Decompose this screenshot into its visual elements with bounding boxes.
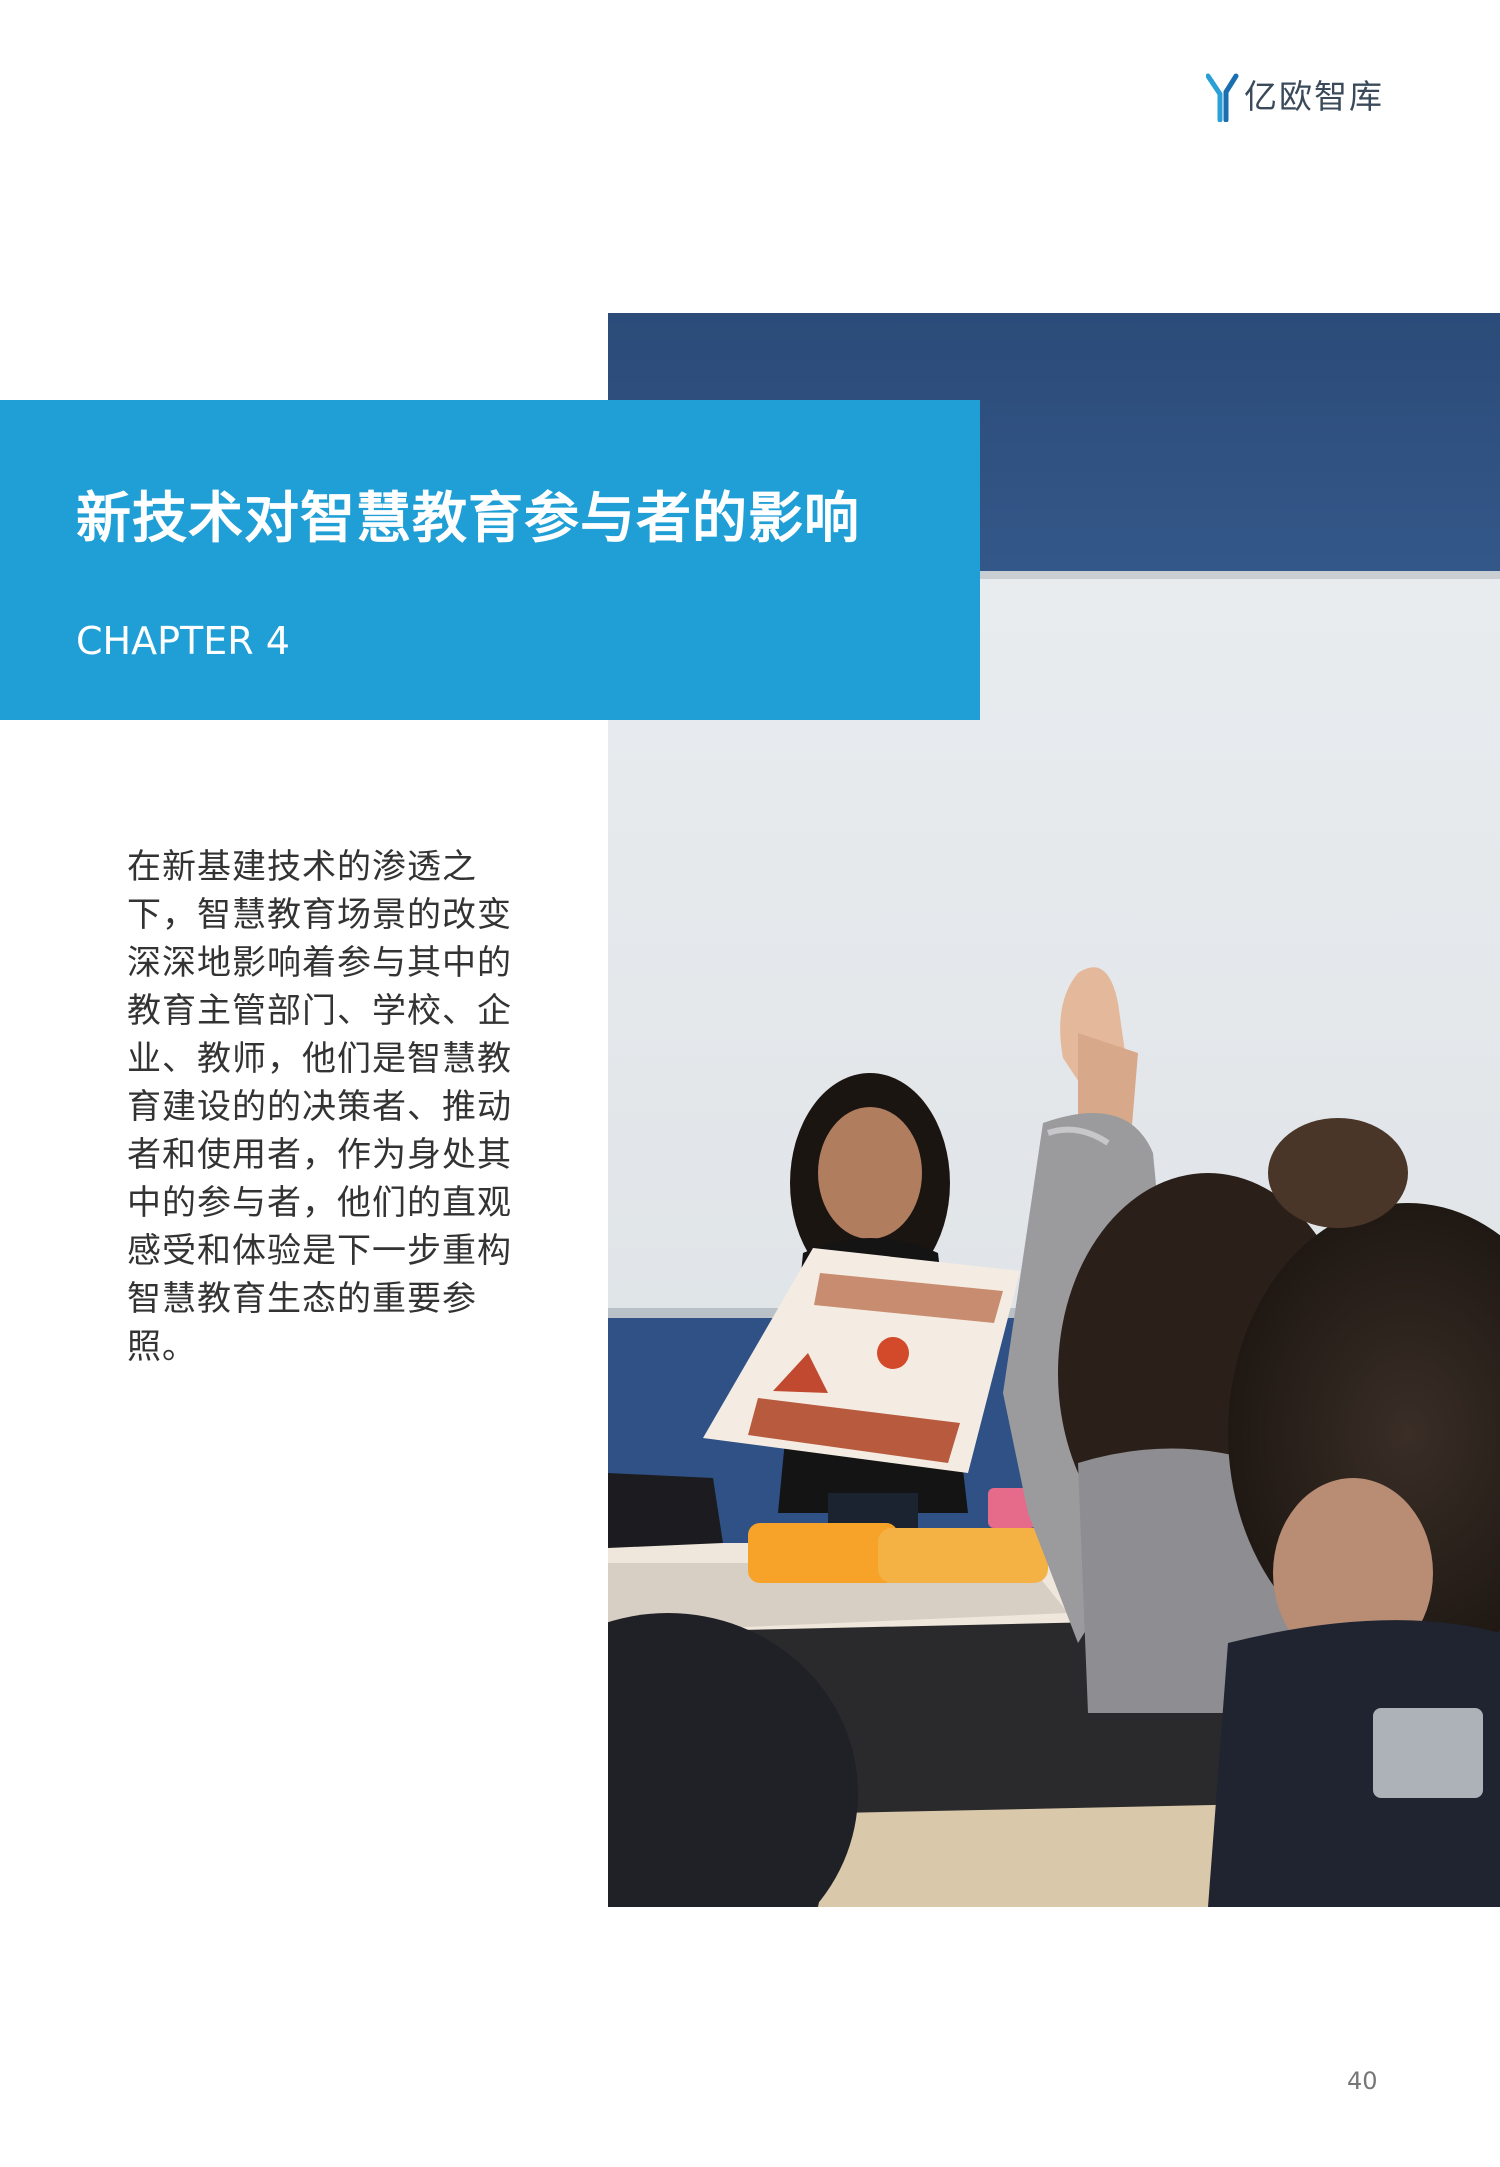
chapter-title: 新技术对智慧教育参与者的影响	[76, 486, 861, 550]
chapter-label: CHAPTER 4	[76, 619, 290, 663]
classroom-photo	[608, 313, 1500, 1907]
logo-y-icon	[1206, 73, 1239, 122]
intro-paragraph: 在新基建技术的渗透之下，智慧教育场景的改变深深地影响着参与其中的教育主管部门、学…	[127, 847, 512, 1367]
chapter-banner: 新技术对智慧教育参与者的影响 CHAPTER 4	[0, 400, 980, 720]
brand-logo: 亿欧智库	[1206, 72, 1384, 122]
page-number: 40	[1347, 2067, 1378, 2095]
logo-text: 亿欧智库	[1244, 77, 1384, 116]
